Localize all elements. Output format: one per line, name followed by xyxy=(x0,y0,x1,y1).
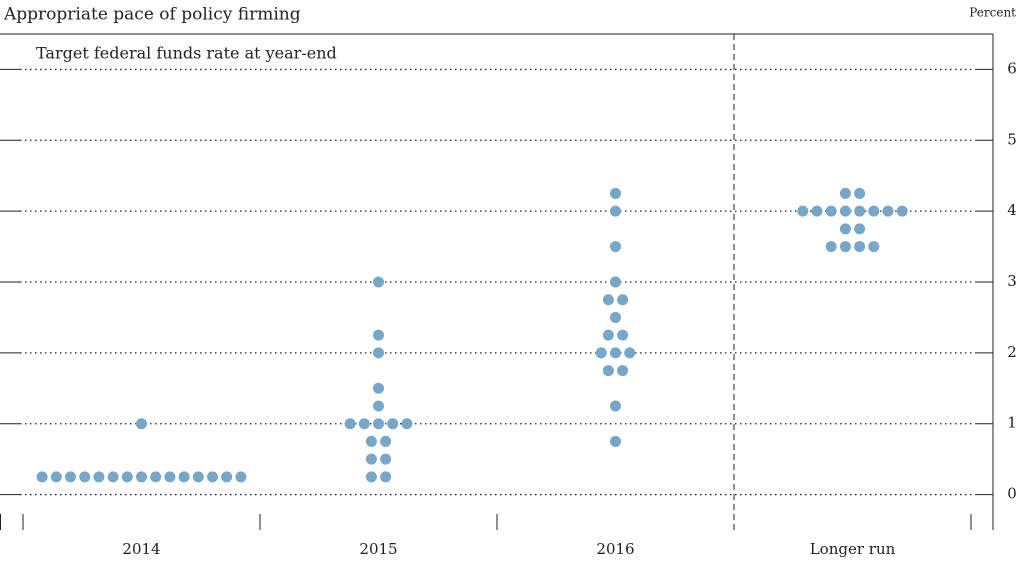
chart-subtitle: Target federal funds rate at year-end xyxy=(36,44,337,63)
dot xyxy=(178,471,190,483)
dot xyxy=(107,471,119,483)
dot xyxy=(373,276,384,288)
dot xyxy=(207,471,218,483)
dot xyxy=(164,471,176,483)
dot xyxy=(93,471,105,483)
dot xyxy=(602,365,614,377)
dot xyxy=(365,435,377,447)
dot xyxy=(610,311,621,323)
dot xyxy=(610,241,621,253)
dot xyxy=(602,329,614,341)
dot xyxy=(136,471,147,483)
dot xyxy=(839,223,851,235)
dot xyxy=(617,329,629,341)
dot xyxy=(896,205,908,217)
dot xyxy=(854,223,866,235)
dot xyxy=(365,453,377,465)
dot xyxy=(882,205,894,217)
y-tick-label: 4 xyxy=(1007,201,1017,219)
dot xyxy=(811,205,823,217)
dot xyxy=(610,435,621,447)
dot xyxy=(373,347,384,359)
dot xyxy=(373,418,384,430)
dot xyxy=(825,205,837,217)
dot xyxy=(868,205,880,217)
dot xyxy=(617,365,629,377)
dot xyxy=(839,205,851,217)
dot xyxy=(610,205,621,217)
dot xyxy=(235,471,247,483)
dot xyxy=(401,418,413,430)
y-tick-label: 1 xyxy=(1007,414,1017,432)
dot xyxy=(150,471,162,483)
dot xyxy=(380,453,392,465)
dot xyxy=(825,241,837,253)
dot xyxy=(373,329,384,341)
dot xyxy=(610,276,621,288)
dot xyxy=(610,400,621,412)
dot xyxy=(50,471,62,483)
dot xyxy=(365,471,377,483)
dot xyxy=(595,347,607,359)
dot xyxy=(839,187,851,199)
dot xyxy=(36,471,48,483)
dot xyxy=(602,294,614,306)
y-tick-label: 2 xyxy=(1007,343,1017,361)
y-tick-label: 6 xyxy=(1007,59,1017,77)
x-tick-label: 2016 xyxy=(596,540,634,558)
dot xyxy=(121,471,133,483)
x-tick-label: 2014 xyxy=(122,540,160,558)
dot xyxy=(797,205,809,217)
x-tick-label: 2015 xyxy=(359,540,397,558)
chart-title: Appropriate pace of policy firming xyxy=(3,5,301,25)
dot xyxy=(610,347,621,359)
dot xyxy=(65,471,76,483)
y-tick-label: 5 xyxy=(1007,130,1017,148)
dot xyxy=(358,418,370,430)
dot xyxy=(221,471,233,483)
x-tick-label: Longer run xyxy=(810,540,896,558)
dot xyxy=(373,400,384,412)
dot xyxy=(192,471,204,483)
dot xyxy=(136,418,147,430)
dot xyxy=(854,205,866,217)
dot xyxy=(380,471,392,483)
dot xyxy=(373,382,384,394)
dot xyxy=(380,435,392,447)
dot xyxy=(387,418,399,430)
y-tick-label: 0 xyxy=(1007,485,1017,503)
dot xyxy=(617,294,629,306)
y-tick-label: 3 xyxy=(1007,272,1017,290)
dot xyxy=(839,241,851,253)
y-axis-label: Percent xyxy=(969,6,1016,20)
dot xyxy=(79,471,91,483)
dot xyxy=(610,187,621,199)
dot xyxy=(344,418,356,430)
dot xyxy=(868,241,880,253)
dot xyxy=(854,241,866,253)
dot xyxy=(854,187,866,199)
dot xyxy=(624,347,636,359)
